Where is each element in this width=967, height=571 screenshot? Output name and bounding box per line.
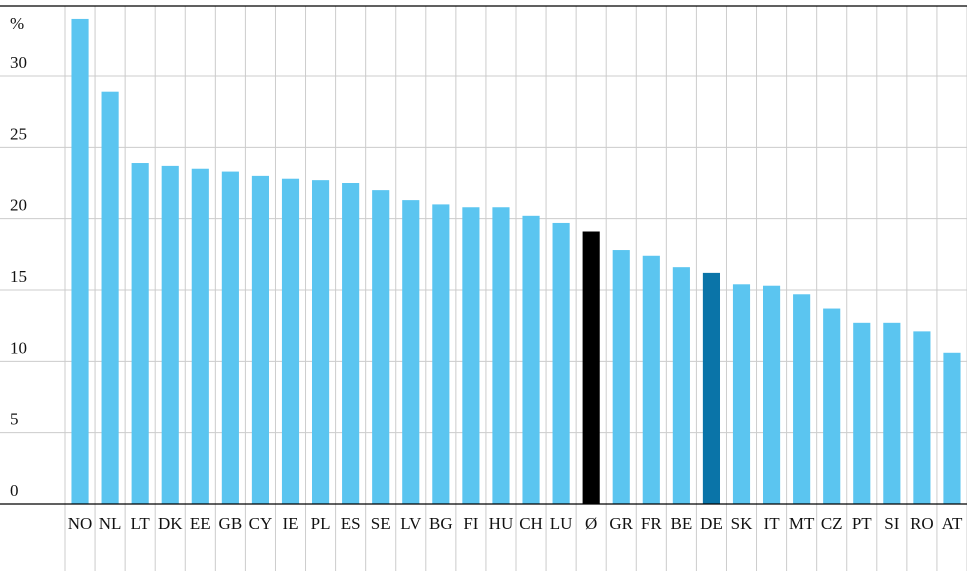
x-tick-label: CH bbox=[519, 514, 543, 533]
x-tick-label: LV bbox=[400, 514, 422, 533]
x-tick-label: DE bbox=[700, 514, 723, 533]
bar-lv bbox=[402, 200, 420, 504]
bar-sk bbox=[732, 284, 751, 504]
bar-ro bbox=[913, 331, 931, 504]
x-tick-label: SK bbox=[731, 514, 753, 533]
bar-se bbox=[372, 190, 390, 504]
bar-fr bbox=[642, 255, 660, 504]
grid-lines bbox=[0, 6, 967, 571]
x-tick-label: BG bbox=[429, 514, 453, 533]
bar-gb bbox=[221, 171, 239, 504]
x-tick-label: EE bbox=[190, 514, 211, 533]
x-tick-label: FI bbox=[463, 514, 478, 533]
bar-es bbox=[342, 183, 360, 504]
bar-mt bbox=[793, 294, 811, 504]
y-tick-label: 10 bbox=[10, 338, 27, 357]
x-tick-label: Ø bbox=[585, 514, 597, 533]
bar-dk bbox=[161, 165, 179, 504]
x-tick-label: GR bbox=[609, 514, 633, 533]
bar-ch bbox=[522, 215, 540, 504]
x-tick-label: GB bbox=[219, 514, 243, 533]
bar-ee bbox=[191, 168, 209, 504]
bar-si bbox=[883, 322, 901, 504]
x-tick-label: LT bbox=[131, 514, 151, 533]
x-tick-label: SI bbox=[884, 514, 899, 533]
y-tick-label: 15 bbox=[10, 267, 27, 286]
x-tick-label: IE bbox=[282, 514, 298, 533]
bar-pl bbox=[311, 180, 330, 504]
y-tick-label: 25 bbox=[10, 124, 27, 143]
bar-no bbox=[71, 18, 89, 505]
bars bbox=[71, 18, 961, 505]
x-tick-label: BE bbox=[670, 514, 692, 533]
bar-at bbox=[943, 352, 961, 504]
x-tick-labels: NO NL LT DK EE GB CY IE PL ES SE LV BG FI HU CH LU Ø GR FR B… bbox=[68, 514, 963, 533]
x-tick-label: LU bbox=[550, 514, 573, 533]
x-tick-label: NL bbox=[99, 514, 122, 533]
bar-nl bbox=[101, 91, 119, 505]
y-tick-label: 20 bbox=[10, 196, 27, 215]
bar-it bbox=[762, 285, 781, 504]
x-tick-label: DK bbox=[158, 514, 183, 533]
bar-fi bbox=[462, 207, 480, 504]
x-tick-label: ES bbox=[341, 514, 361, 533]
x-tick-label: AT bbox=[942, 514, 963, 533]
bar-cz bbox=[823, 308, 841, 504]
bar-gr bbox=[612, 250, 630, 504]
x-tick-label: CY bbox=[249, 514, 273, 533]
bar-average bbox=[582, 231, 600, 505]
bar-cy bbox=[251, 175, 270, 504]
x-tick-label: IT bbox=[764, 514, 781, 533]
bar-pt bbox=[853, 322, 871, 504]
axes bbox=[0, 5, 967, 505]
bar-lu bbox=[552, 222, 570, 505]
y-tick-label: 30 bbox=[10, 53, 27, 72]
bar-hu bbox=[492, 207, 510, 504]
x-tick-label: HU bbox=[489, 514, 514, 533]
x-tick-label: PT bbox=[852, 514, 872, 533]
y-axis-unit-label: % bbox=[10, 14, 24, 33]
x-tick-label: FR bbox=[641, 514, 662, 533]
y-tick-label: 0 bbox=[10, 481, 19, 500]
x-tick-label: CZ bbox=[821, 514, 843, 533]
y-tick-label: 5 bbox=[10, 410, 19, 429]
x-tick-label: PL bbox=[311, 514, 331, 533]
bar-bg bbox=[432, 204, 450, 504]
x-tick-label: SE bbox=[371, 514, 391, 533]
x-tick-label: NO bbox=[68, 514, 93, 533]
x-tick-label: MT bbox=[789, 514, 815, 533]
bar-ie bbox=[281, 178, 300, 504]
y-tick-labels: 0 5 10 15 20 25 30 bbox=[10, 53, 27, 500]
x-tick-label: RO bbox=[910, 514, 934, 533]
bar-be bbox=[672, 267, 690, 504]
bar-de bbox=[702, 272, 721, 504]
bar-lt bbox=[131, 163, 149, 504]
